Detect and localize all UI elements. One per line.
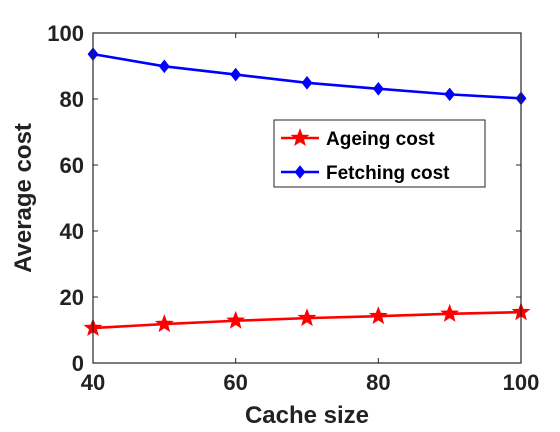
plot-frame (92, 32, 522, 364)
legend-box (273, 119, 486, 188)
legend-entry-ageing-cost: Ageing cost (281, 128, 435, 150)
x-axis-title: Cache size (245, 402, 369, 429)
y-tick-label-0: 0 (72, 351, 84, 376)
legend-label-fetching-cost: Fetching cost (326, 163, 450, 184)
x-tick-label-100: 100 (503, 370, 540, 395)
x-tick-label-40: 40 (81, 370, 105, 395)
data-point-fetching-cost-50 (158, 59, 170, 74)
data-point-ageing-cost-80 (368, 306, 388, 325)
y-tick-label-100: 100 (47, 21, 84, 46)
legend: Ageing cost Fetching cost (273, 119, 486, 188)
data-point-ageing-cost-70 (297, 308, 317, 327)
data-point-fetching-cost-80 (372, 81, 384, 96)
data-point-ageing-cost-60 (226, 310, 246, 329)
y-tick-label-60: 60 (60, 153, 84, 178)
y-tick-label-40: 40 (60, 219, 84, 244)
x-tick-label-80: 80 (366, 370, 390, 395)
x-tick-label-60: 60 (223, 370, 247, 395)
legend-label-ageing-cost: Ageing cost (326, 129, 435, 150)
y-tick-label-20: 20 (60, 285, 84, 310)
data-point-fetching-cost-90 (444, 87, 456, 102)
data-point-ageing-cost-50 (154, 314, 174, 333)
tick-labels-layer: 40 60 80 100 0 20 40 60 80 100 (47, 21, 539, 395)
legend-entries: Ageing cost Fetching cost (281, 128, 450, 184)
ticks-layer (92, 32, 522, 364)
y-axis-title: Average cost (10, 123, 37, 273)
series-fetching-cost (87, 47, 527, 106)
y-tick-label-80: 80 (60, 87, 84, 112)
data-point-ageing-cost-90 (440, 303, 460, 322)
legend-entry-fetching-cost: Fetching cost (281, 163, 450, 184)
legend-marker-ageing-cost (290, 128, 310, 147)
data-point-fetching-cost-60 (230, 67, 242, 82)
series-layer (83, 47, 531, 337)
legend-marker-fetching-cost (294, 165, 306, 179)
data-point-fetching-cost-70 (301, 76, 313, 90)
